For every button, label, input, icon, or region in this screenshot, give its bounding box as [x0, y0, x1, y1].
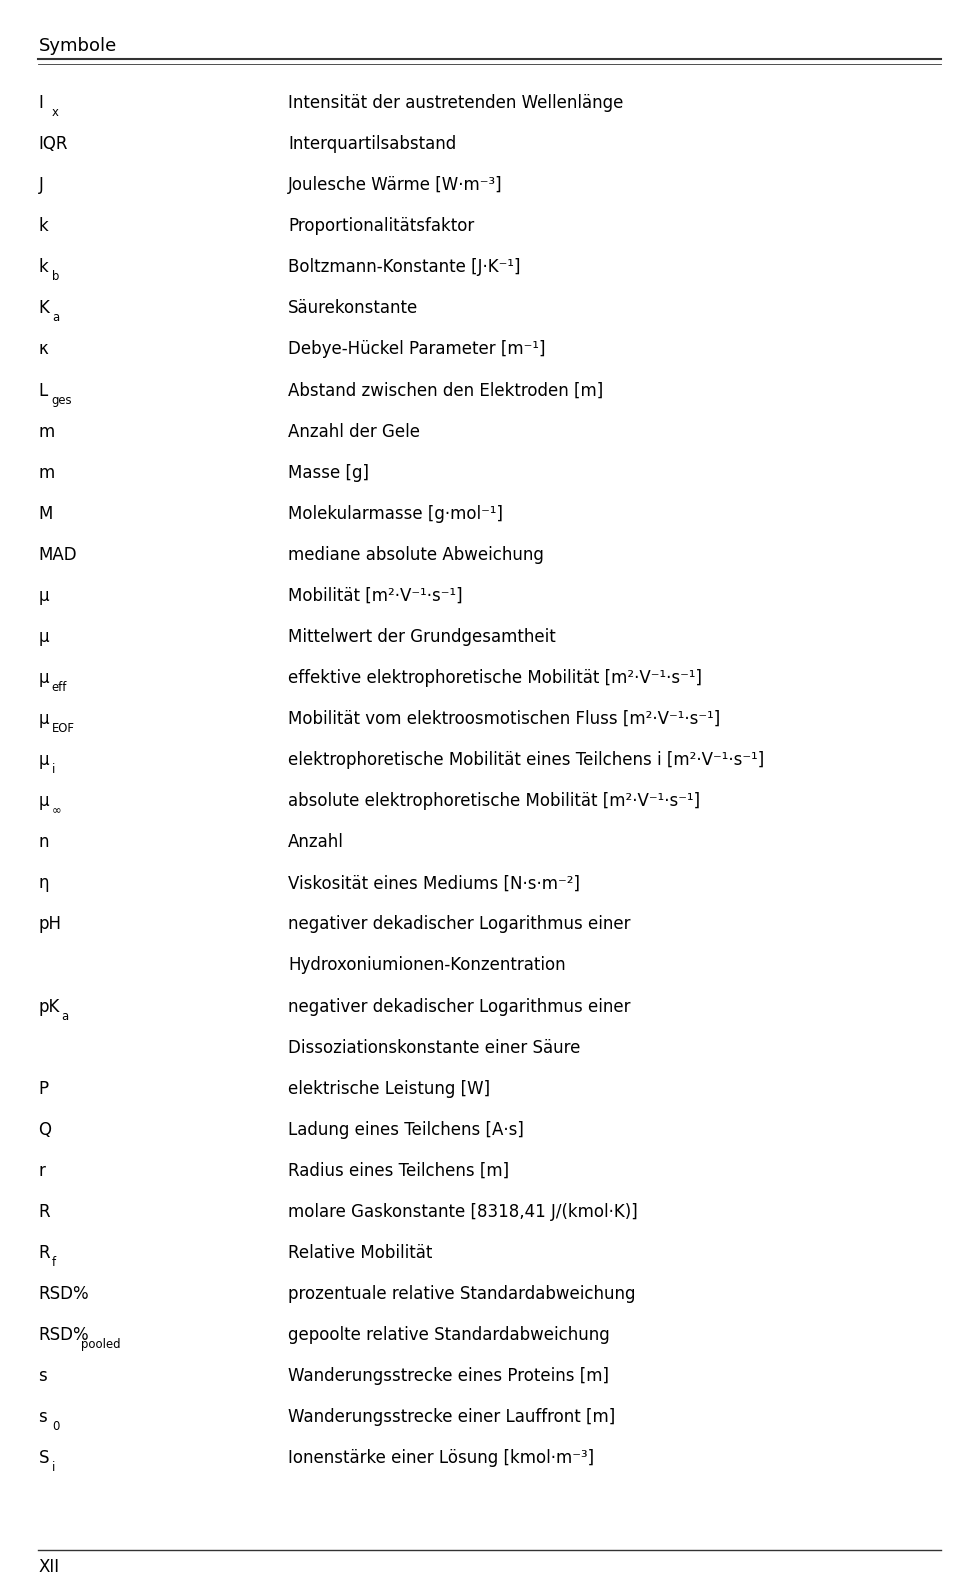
- Text: k: k: [38, 218, 48, 235]
- Text: Mobilität [m²·V⁻¹·s⁻¹]: Mobilität [m²·V⁻¹·s⁻¹]: [288, 588, 463, 605]
- Text: Abstand zwischen den Elektroden [m]: Abstand zwischen den Elektroden [m]: [288, 381, 603, 400]
- Text: Säurekonstante: Säurekonstante: [288, 300, 419, 318]
- Text: Wanderungsstrecke eines Proteins [m]: Wanderungsstrecke eines Proteins [m]: [288, 1367, 609, 1385]
- Text: k: k: [38, 259, 48, 276]
- Text: ∞: ∞: [52, 804, 61, 818]
- Text: Molekularmasse [g·mol⁻¹]: Molekularmasse [g·mol⁻¹]: [288, 505, 503, 522]
- Text: a: a: [52, 311, 59, 324]
- Text: mediane absolute Abweichung: mediane absolute Abweichung: [288, 546, 544, 564]
- Text: f: f: [52, 1256, 56, 1269]
- Text: I: I: [38, 94, 43, 113]
- Text: Boltzmann-Konstante [J·K⁻¹]: Boltzmann-Konstante [J·K⁻¹]: [288, 259, 520, 276]
- Text: μ: μ: [38, 588, 49, 605]
- Text: IQR: IQR: [38, 135, 68, 152]
- Text: η: η: [38, 875, 49, 892]
- Text: s: s: [38, 1367, 47, 1385]
- Text: Debye-Hückel Parameter [m⁻¹]: Debye-Hückel Parameter [m⁻¹]: [288, 340, 545, 359]
- Text: m: m: [38, 464, 55, 481]
- Text: Relative Mobilität: Relative Mobilität: [288, 1243, 432, 1262]
- Text: RSD%: RSD%: [38, 1326, 89, 1343]
- Text: Anzahl der Gele: Anzahl der Gele: [288, 422, 420, 440]
- Text: i: i: [52, 764, 56, 777]
- Text: pH: pH: [38, 915, 61, 934]
- Text: b: b: [52, 270, 60, 283]
- Text: effektive elektrophoretische Mobilität [m²·V⁻¹·s⁻¹]: effektive elektrophoretische Mobilität […: [288, 669, 702, 688]
- Text: Joulesche Wärme [W·m⁻³]: Joulesche Wärme [W·m⁻³]: [288, 176, 503, 194]
- Text: negativer dekadischer Logarithmus einer: negativer dekadischer Logarithmus einer: [288, 997, 631, 1015]
- Text: Wanderungsstrecke einer Lauffront [m]: Wanderungsstrecke einer Lauffront [m]: [288, 1409, 615, 1426]
- Text: a: a: [61, 1010, 68, 1023]
- Text: i: i: [52, 1461, 56, 1474]
- Text: 0: 0: [52, 1420, 60, 1434]
- Text: Ionenstärke einer Lösung [kmol·m⁻³]: Ionenstärke einer Lösung [kmol·m⁻³]: [288, 1450, 594, 1467]
- Text: m: m: [38, 422, 55, 440]
- Text: μ: μ: [38, 751, 49, 769]
- Text: L: L: [38, 381, 48, 400]
- Text: n: n: [38, 834, 49, 851]
- Text: Anzahl: Anzahl: [288, 834, 344, 851]
- Text: Radius eines Teilchens [m]: Radius eines Teilchens [m]: [288, 1162, 509, 1180]
- Text: Symbole: Symbole: [38, 37, 117, 54]
- Text: pK: pK: [38, 997, 60, 1015]
- Text: RSD%: RSD%: [38, 1285, 89, 1304]
- Text: S: S: [38, 1450, 49, 1467]
- Text: Masse [g]: Masse [g]: [288, 464, 369, 481]
- Text: M: M: [38, 505, 53, 522]
- Text: Q: Q: [38, 1121, 52, 1139]
- Text: MAD: MAD: [38, 546, 77, 564]
- Text: J: J: [38, 176, 43, 194]
- Text: Intensität der austretenden Wellenlänge: Intensität der austretenden Wellenlänge: [288, 94, 623, 113]
- Text: μ: μ: [38, 669, 49, 688]
- Text: Proportionalitätsfaktor: Proportionalitätsfaktor: [288, 218, 474, 235]
- Text: molare Gaskonstante [8318,41 J/(kmol·K)]: molare Gaskonstante [8318,41 J/(kmol·K)]: [288, 1202, 637, 1221]
- Text: eff: eff: [52, 681, 67, 694]
- Text: Mobilität vom elektroosmotischen Fluss [m²·V⁻¹·s⁻¹]: Mobilität vom elektroosmotischen Fluss […: [288, 710, 720, 727]
- Text: K: K: [38, 300, 49, 318]
- Text: μ: μ: [38, 710, 49, 727]
- Text: pooled: pooled: [81, 1339, 120, 1351]
- Text: prozentuale relative Standardabweichung: prozentuale relative Standardabweichung: [288, 1285, 636, 1304]
- Text: Ladung eines Teilchens [A·s]: Ladung eines Teilchens [A·s]: [288, 1121, 524, 1139]
- Text: elektrophoretische Mobilität eines Teilchens i [m²·V⁻¹·s⁻¹]: elektrophoretische Mobilität eines Teilc…: [288, 751, 764, 769]
- Text: Dissoziationskonstante einer Säure: Dissoziationskonstante einer Säure: [288, 1039, 581, 1056]
- Text: Mittelwert der Grundgesamtheit: Mittelwert der Grundgesamtheit: [288, 627, 556, 646]
- Text: κ: κ: [38, 340, 48, 359]
- Text: ges: ges: [52, 394, 72, 407]
- Text: gepoolte relative Standardabweichung: gepoolte relative Standardabweichung: [288, 1326, 610, 1343]
- Text: absolute elektrophoretische Mobilität [m²·V⁻¹·s⁻¹]: absolute elektrophoretische Mobilität [m…: [288, 792, 700, 810]
- Text: R: R: [38, 1202, 50, 1221]
- Text: x: x: [52, 106, 59, 119]
- Text: XII: XII: [38, 1558, 60, 1575]
- Text: elektrische Leistung [W]: elektrische Leistung [W]: [288, 1080, 491, 1097]
- Text: Hydroxoniumionen-Konzentration: Hydroxoniumionen-Konzentration: [288, 956, 565, 975]
- Text: r: r: [38, 1162, 45, 1180]
- Text: s: s: [38, 1409, 47, 1426]
- Text: R: R: [38, 1243, 50, 1262]
- Text: Interquartilsabstand: Interquartilsabstand: [288, 135, 456, 152]
- Text: P: P: [38, 1080, 49, 1097]
- Text: negativer dekadischer Logarithmus einer: negativer dekadischer Logarithmus einer: [288, 915, 631, 934]
- Text: μ: μ: [38, 627, 49, 646]
- Text: μ: μ: [38, 792, 49, 810]
- Text: Viskosität eines Mediums [N·s·m⁻²]: Viskosität eines Mediums [N·s·m⁻²]: [288, 875, 580, 892]
- Text: EOF: EOF: [52, 723, 75, 735]
